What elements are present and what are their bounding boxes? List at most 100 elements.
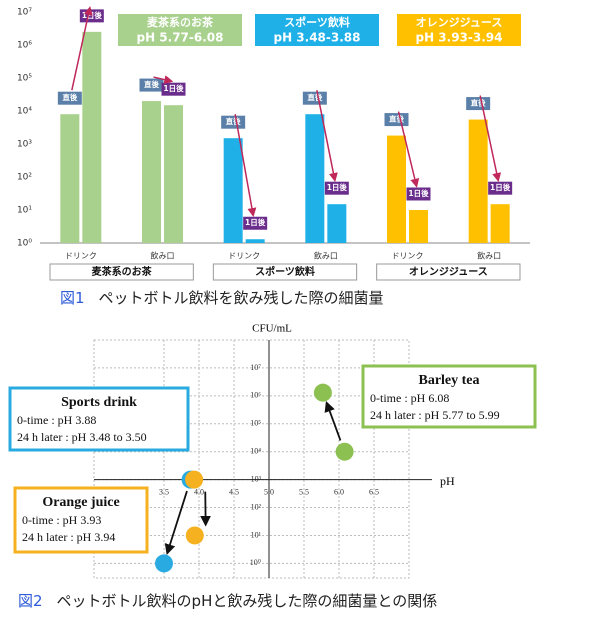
arrow: [71, 6, 93, 91]
bar: [409, 210, 428, 243]
series-tag: [406, 187, 431, 201]
group-box: [255, 14, 379, 46]
caption-label: 図2: [18, 592, 43, 610]
caption: 図1 ペットボトル飲料を飲み残した際の細菌量: [60, 289, 384, 307]
point: [313, 383, 332, 402]
group-label: オレンジジュース: [409, 266, 488, 278]
x-tick-label: 5.5: [299, 487, 309, 496]
y-tick-label: 10²: [17, 173, 32, 183]
note-title: Orange juice: [42, 495, 119, 510]
group-title: オレンジジュース: [416, 16, 503, 29]
series-tag-label: 1日後: [327, 182, 348, 192]
caption-text: ペットボトル飲料のpHと飲み残した際の細菌量との関係: [57, 592, 438, 610]
bar: [245, 239, 265, 243]
x-tick-label: 飲み口: [314, 251, 338, 261]
plot-frame: [93, 339, 410, 579]
series-tag-label: 直後: [389, 114, 404, 124]
bar: [142, 101, 161, 243]
note-title: Barley tea: [418, 373, 479, 388]
note-line: 0-time : pH 6.08: [370, 391, 449, 405]
series-tag: [57, 91, 82, 105]
group-ph: pH 3.48-3.88: [273, 31, 360, 45]
y-tick-label: 10⁴: [250, 447, 261, 456]
point: [335, 442, 354, 461]
arrow: [324, 400, 342, 441]
y-tick-label: 10⁰: [250, 558, 261, 567]
y-tick-label: 10⁵: [17, 74, 32, 84]
x-tick-label: 3.5: [159, 487, 169, 496]
group-box: [397, 14, 521, 46]
y-tick-label: 10⁴: [17, 107, 32, 117]
point: [185, 470, 204, 489]
caption-text: ペットボトル飲料を飲み残した際の細菌量: [99, 289, 384, 307]
bar: [468, 119, 488, 243]
bar: [305, 114, 325, 243]
arrow: [479, 95, 502, 182]
y-tick-label: 10⁰: [17, 239, 32, 249]
group-label-box: [376, 263, 521, 281]
series-tag: [466, 97, 491, 111]
series-tag-label: 1日後: [408, 188, 429, 198]
x-tick-label: ドリンク: [392, 252, 424, 261]
note-title: Sports drink: [61, 395, 137, 410]
bar: [327, 204, 347, 243]
group-box: [118, 14, 242, 46]
y-tick-label: 10⁷: [250, 363, 261, 372]
x-tick-label: 4.5: [229, 487, 239, 496]
bar: [490, 204, 510, 243]
bar: [387, 135, 406, 243]
note-line: 0-time : pH 3.88: [17, 413, 96, 427]
x-tick-label: 6.0: [334, 487, 344, 496]
note-box: [8, 386, 190, 452]
x-tick-label: 飲み口: [477, 251, 501, 261]
note-line: 24 h later : pH 3.94: [22, 530, 115, 544]
series-tag: [488, 181, 513, 195]
series-tag-label: 直後: [307, 92, 322, 102]
arrow: [397, 111, 420, 188]
series-tag-label: 1日後: [490, 182, 511, 192]
series-tag: [161, 82, 186, 96]
note-line: 0-time : pH 3.93: [22, 513, 101, 527]
y-tick-label: 10¹: [251, 530, 262, 539]
arrow: [153, 75, 174, 84]
y-tick-label: 10⁵: [250, 419, 261, 428]
point: [155, 554, 173, 573]
series-tag-label: 直後: [62, 92, 77, 102]
series-tag: [302, 91, 327, 105]
note-box: [361, 364, 537, 429]
y-tick-label: 10⁶: [250, 391, 261, 400]
series-tag-label: 1日後: [245, 217, 266, 227]
arrow: [164, 490, 188, 555]
arrow: [316, 90, 338, 182]
group-label-box: [212, 263, 358, 281]
bar: [164, 105, 183, 243]
series-tag: [139, 78, 164, 92]
series-tag: [221, 115, 246, 129]
series-tag-label: 1日後: [82, 10, 103, 20]
group-ph: pH 3.93-3.94: [415, 31, 502, 45]
group-title: 麦茶系のお茶: [147, 15, 214, 29]
y-tick-label: 10²: [251, 502, 262, 511]
y-tick-label: 10³: [17, 140, 32, 150]
x-axis-label: pH: [440, 474, 455, 488]
x-tick-label: ドリンク: [65, 252, 97, 261]
series-tag: [384, 113, 409, 127]
series-tag-label: 直後: [144, 79, 159, 89]
caption-label: 図1: [60, 289, 85, 307]
arrow: [234, 114, 257, 218]
caption: 図2 ペットボトル飲料のpHと飲み残した際の細菌量との関係: [18, 592, 437, 610]
bar: [223, 138, 243, 243]
y-tick-label: 10⁶: [17, 41, 32, 51]
series-tag-label: 1日後: [163, 83, 184, 93]
note-line: 24 h later : pH 5.77 to 5.99: [370, 408, 500, 422]
x-tick-label: 4.0: [194, 487, 204, 496]
y-tick-label: 10⁷: [17, 8, 32, 18]
x-tick-label: ドリンク: [228, 252, 260, 261]
point: [185, 526, 204, 545]
group-label-box: [49, 263, 194, 281]
group-title: スポーツ飲料: [284, 15, 350, 29]
y-tick-label: 10¹: [17, 206, 32, 216]
group-label: 麦茶系のお茶: [92, 265, 153, 278]
